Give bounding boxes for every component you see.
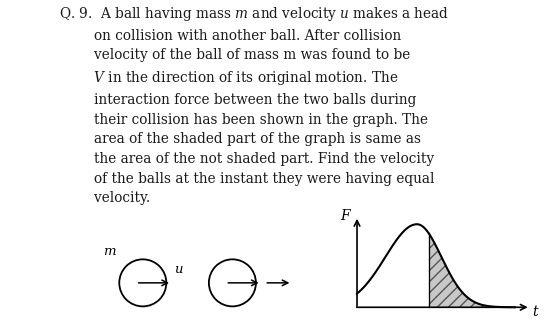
Text: $u$: $u$ (174, 263, 184, 276)
Text: F: F (340, 209, 350, 223)
Text: $m$: $m$ (103, 245, 116, 258)
Text: t: t (533, 305, 538, 319)
Text: Q. 9.  A ball having mass $m$ and velocity $u$ makes a head
        on collision: Q. 9. A ball having mass $m$ and velocit… (59, 5, 449, 205)
